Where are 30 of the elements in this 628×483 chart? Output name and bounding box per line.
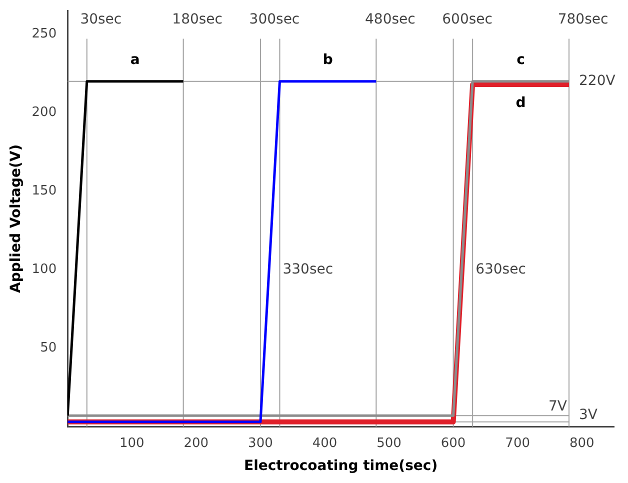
- x-tick-label: 400: [312, 436, 338, 451]
- ref-line-label: 480sec: [364, 11, 416, 28]
- ref-line-label: 220V: [579, 73, 616, 90]
- y-tick-label: 50: [40, 340, 57, 356]
- series-label: d: [516, 95, 526, 112]
- ref-line-label: 180sec: [172, 11, 222, 28]
- y-axis-title: Applied Voltage(V): [8, 144, 24, 294]
- y-tick-label: 200: [32, 105, 57, 120]
- y-tick-label: 150: [32, 184, 57, 199]
- annotation: 630sec: [476, 261, 526, 278]
- x-tick-label: 800: [569, 436, 594, 451]
- ref-line-label: 300sec: [249, 11, 300, 28]
- x-tick-label: 500: [376, 436, 402, 451]
- ref-line-label: 780sec: [558, 11, 608, 28]
- x-tick-label: 100: [119, 436, 144, 451]
- x-axis-title: Electrocoating time(sec): [244, 458, 438, 474]
- y-tick-label: 250: [32, 26, 57, 42]
- series-label: b: [322, 52, 333, 68]
- x-tick-label: 600: [440, 436, 466, 451]
- ref-line-label: 30sec: [80, 11, 122, 28]
- x-tick-label: 300: [248, 436, 273, 451]
- annotation: 330sec: [282, 261, 334, 278]
- x-tick-label: 700: [505, 436, 530, 451]
- ref-line-label: 600sec: [442, 11, 492, 28]
- x-tick-label: 200: [184, 436, 209, 451]
- ref-line-label: 7V: [548, 398, 568, 414]
- y-tick-label: 100: [32, 262, 57, 278]
- series-label: c: [516, 52, 525, 68]
- series-label: a: [130, 52, 140, 68]
- ref-line-label: 3V: [579, 407, 598, 424]
